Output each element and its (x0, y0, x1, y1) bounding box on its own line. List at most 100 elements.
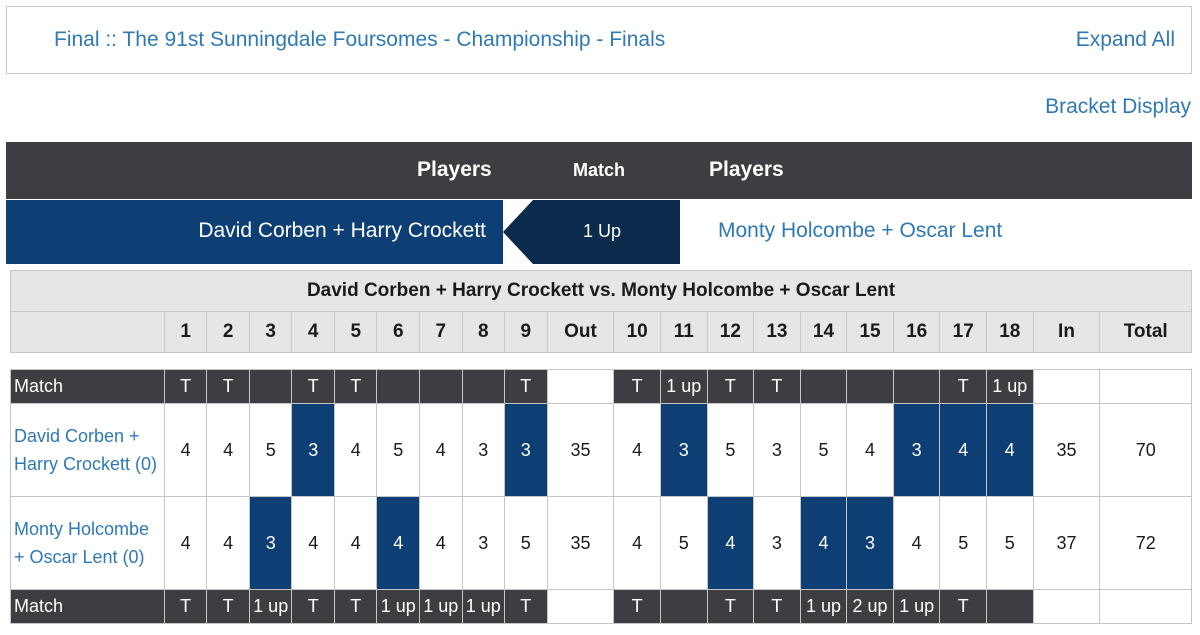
match-summary-row[interactable]: David Corben + Harry Crockett 1 Up Monty… (6, 200, 1192, 264)
left-team-name[interactable]: David Corben + Harry Crockett (198, 219, 486, 242)
hole-header-cell: 11 (659, 311, 708, 353)
score-cell: 5 (659, 496, 708, 590)
match-status-cell: T (333, 369, 378, 404)
score-cell: 70 (1099, 403, 1192, 497)
score-cell: 3 (461, 403, 506, 497)
match-status-row-top: Match T T T T T T 1 up T T T 1 up (10, 369, 1192, 404)
match-status-cell: T (706, 589, 755, 624)
score-cell: 5 (706, 403, 755, 497)
hole-header-cell: Total (1099, 311, 1192, 353)
hole-header-cell: 6 (376, 311, 420, 353)
score-cell: 5 (376, 403, 420, 497)
score-cell: 3 (248, 496, 293, 590)
hole-header-cell: 14 (799, 311, 848, 353)
match-row-label: Match (10, 589, 165, 624)
score-cell: 5 (248, 403, 293, 497)
score-cell: 4 (376, 496, 420, 590)
left-team-cell: David Corben + Harry Crockett (6, 200, 503, 264)
score-cell: 4 (892, 496, 941, 590)
score-cell: 4 (206, 496, 250, 590)
match-status-cell (1032, 369, 1101, 404)
match-status-cell: T (613, 589, 661, 624)
score-cell: 4 (419, 496, 463, 590)
hole-header-cell: 2 (206, 311, 250, 353)
score-cell: 5 (799, 403, 848, 497)
hole-header-cell: 1 (163, 311, 208, 353)
score-cell: 5 (504, 496, 548, 590)
match-status-row-bottom: Match T T 1 up T T 1 up 1 up 1 up T T T T 1 up 2 up 1 u… (10, 589, 1192, 624)
scorecard-table: David Corben + Harry Crockett vs. Monty … (10, 270, 1192, 624)
match-status-cell: T (333, 589, 378, 624)
score-cell: 4 (846, 403, 894, 497)
hole-header-cell: 18 (986, 311, 1034, 353)
round-title-link[interactable]: Final :: The 91st Sunningdale Foursomes … (54, 28, 666, 51)
players-right-heading: Players (709, 158, 784, 181)
score-cell: 3 (461, 496, 506, 590)
match-status-cell: 1 up (659, 369, 708, 404)
score-cell: 5 (939, 496, 987, 590)
score-cell: 35 (546, 496, 615, 590)
match-status-cell: 1 up (376, 589, 420, 624)
match-status-cell: 1 up (419, 589, 463, 624)
match-status-cell (546, 589, 615, 624)
leader-arrow-icon (503, 200, 533, 264)
match-column-header: Players Match Players (6, 142, 1192, 199)
score-cell: 72 (1099, 496, 1192, 590)
match-status-cell (892, 369, 941, 404)
hole-number-row: 1 2 3 4 5 6 7 8 9 Out 10 11 12 13 14 15 16 17 18 In Total (10, 311, 1192, 353)
match-status-cell: T (504, 589, 548, 624)
match-status-cell: T (163, 589, 208, 624)
score-cell: 35 (1032, 403, 1101, 497)
expand-all-link[interactable]: Expand All (1075, 28, 1175, 51)
match-status-cell: T (939, 369, 987, 404)
match-status-cell: 2 up (846, 589, 894, 624)
bracket-display-link[interactable]: Bracket Display (1045, 95, 1191, 118)
team1-score-row: David Corben + Harry Crockett (0) 4 4 5 3 4 5 4… (10, 403, 1192, 497)
score-cell: 3 (846, 496, 894, 590)
match-status-cell: T (753, 369, 801, 404)
hole-header-cell: 4 (291, 311, 335, 353)
score-cell: 3 (504, 403, 548, 497)
match-status-cell (1099, 369, 1192, 404)
score-cell: 4 (333, 496, 378, 590)
right-team-cell: Monty Holcombe + Oscar Lent (680, 200, 1192, 264)
match-status-cell: T (291, 589, 335, 624)
hole-header-cell: 9 (504, 311, 548, 353)
hole-header-cell: 3 (248, 311, 293, 353)
hole-header-cell: 15 (846, 311, 894, 353)
score-cell: 3 (753, 496, 801, 590)
match-status-cell: 1 Up (533, 200, 680, 264)
match-status-cell (248, 369, 293, 404)
match-status-cell: T (206, 369, 250, 404)
hole-header-cell: 16 (892, 311, 941, 353)
score-cell: 3 (753, 403, 801, 497)
team-name-link[interactable]: Monty Holcombe + Oscar Lent (0) (10, 496, 165, 590)
match-status-cell (419, 369, 463, 404)
hole-header-cell: 17 (939, 311, 987, 353)
match-status-cell: T (706, 369, 755, 404)
match-status-cell (1099, 589, 1192, 624)
hole-header-cell (10, 311, 165, 353)
hole-header-cell: 12 (706, 311, 755, 353)
score-cell: 4 (419, 403, 463, 497)
team-name-link[interactable]: David Corben + Harry Crockett (0) (10, 403, 165, 497)
score-cell: 3 (659, 403, 708, 497)
hole-header-cell: 8 (461, 311, 506, 353)
match-status-cell (376, 369, 420, 404)
score-cell: 4 (291, 496, 335, 590)
match-status-cell: 1 up (986, 369, 1034, 404)
match-status-cell (986, 589, 1034, 624)
match-status-cell: T (613, 369, 661, 404)
match-row-label: Match (10, 369, 165, 404)
score-cell: 5 (986, 496, 1034, 590)
scorecard-title: David Corben + Harry Crockett vs. Monty … (10, 270, 1192, 312)
score-cell: 4 (613, 403, 661, 497)
hole-header-cell: 7 (419, 311, 463, 353)
players-left-heading: Players (417, 158, 492, 181)
team2-score-row: Monty Holcombe + Oscar Lent (0) 4 4 3 4 4 4 4 3 5… (10, 496, 1192, 590)
match-status-cell: T (206, 589, 250, 624)
right-team-name[interactable]: Monty Holcombe + Oscar Lent (718, 219, 1003, 242)
hole-header-cell: In (1032, 311, 1101, 353)
score-cell: 4 (613, 496, 661, 590)
score-cell: 37 (1032, 496, 1101, 590)
